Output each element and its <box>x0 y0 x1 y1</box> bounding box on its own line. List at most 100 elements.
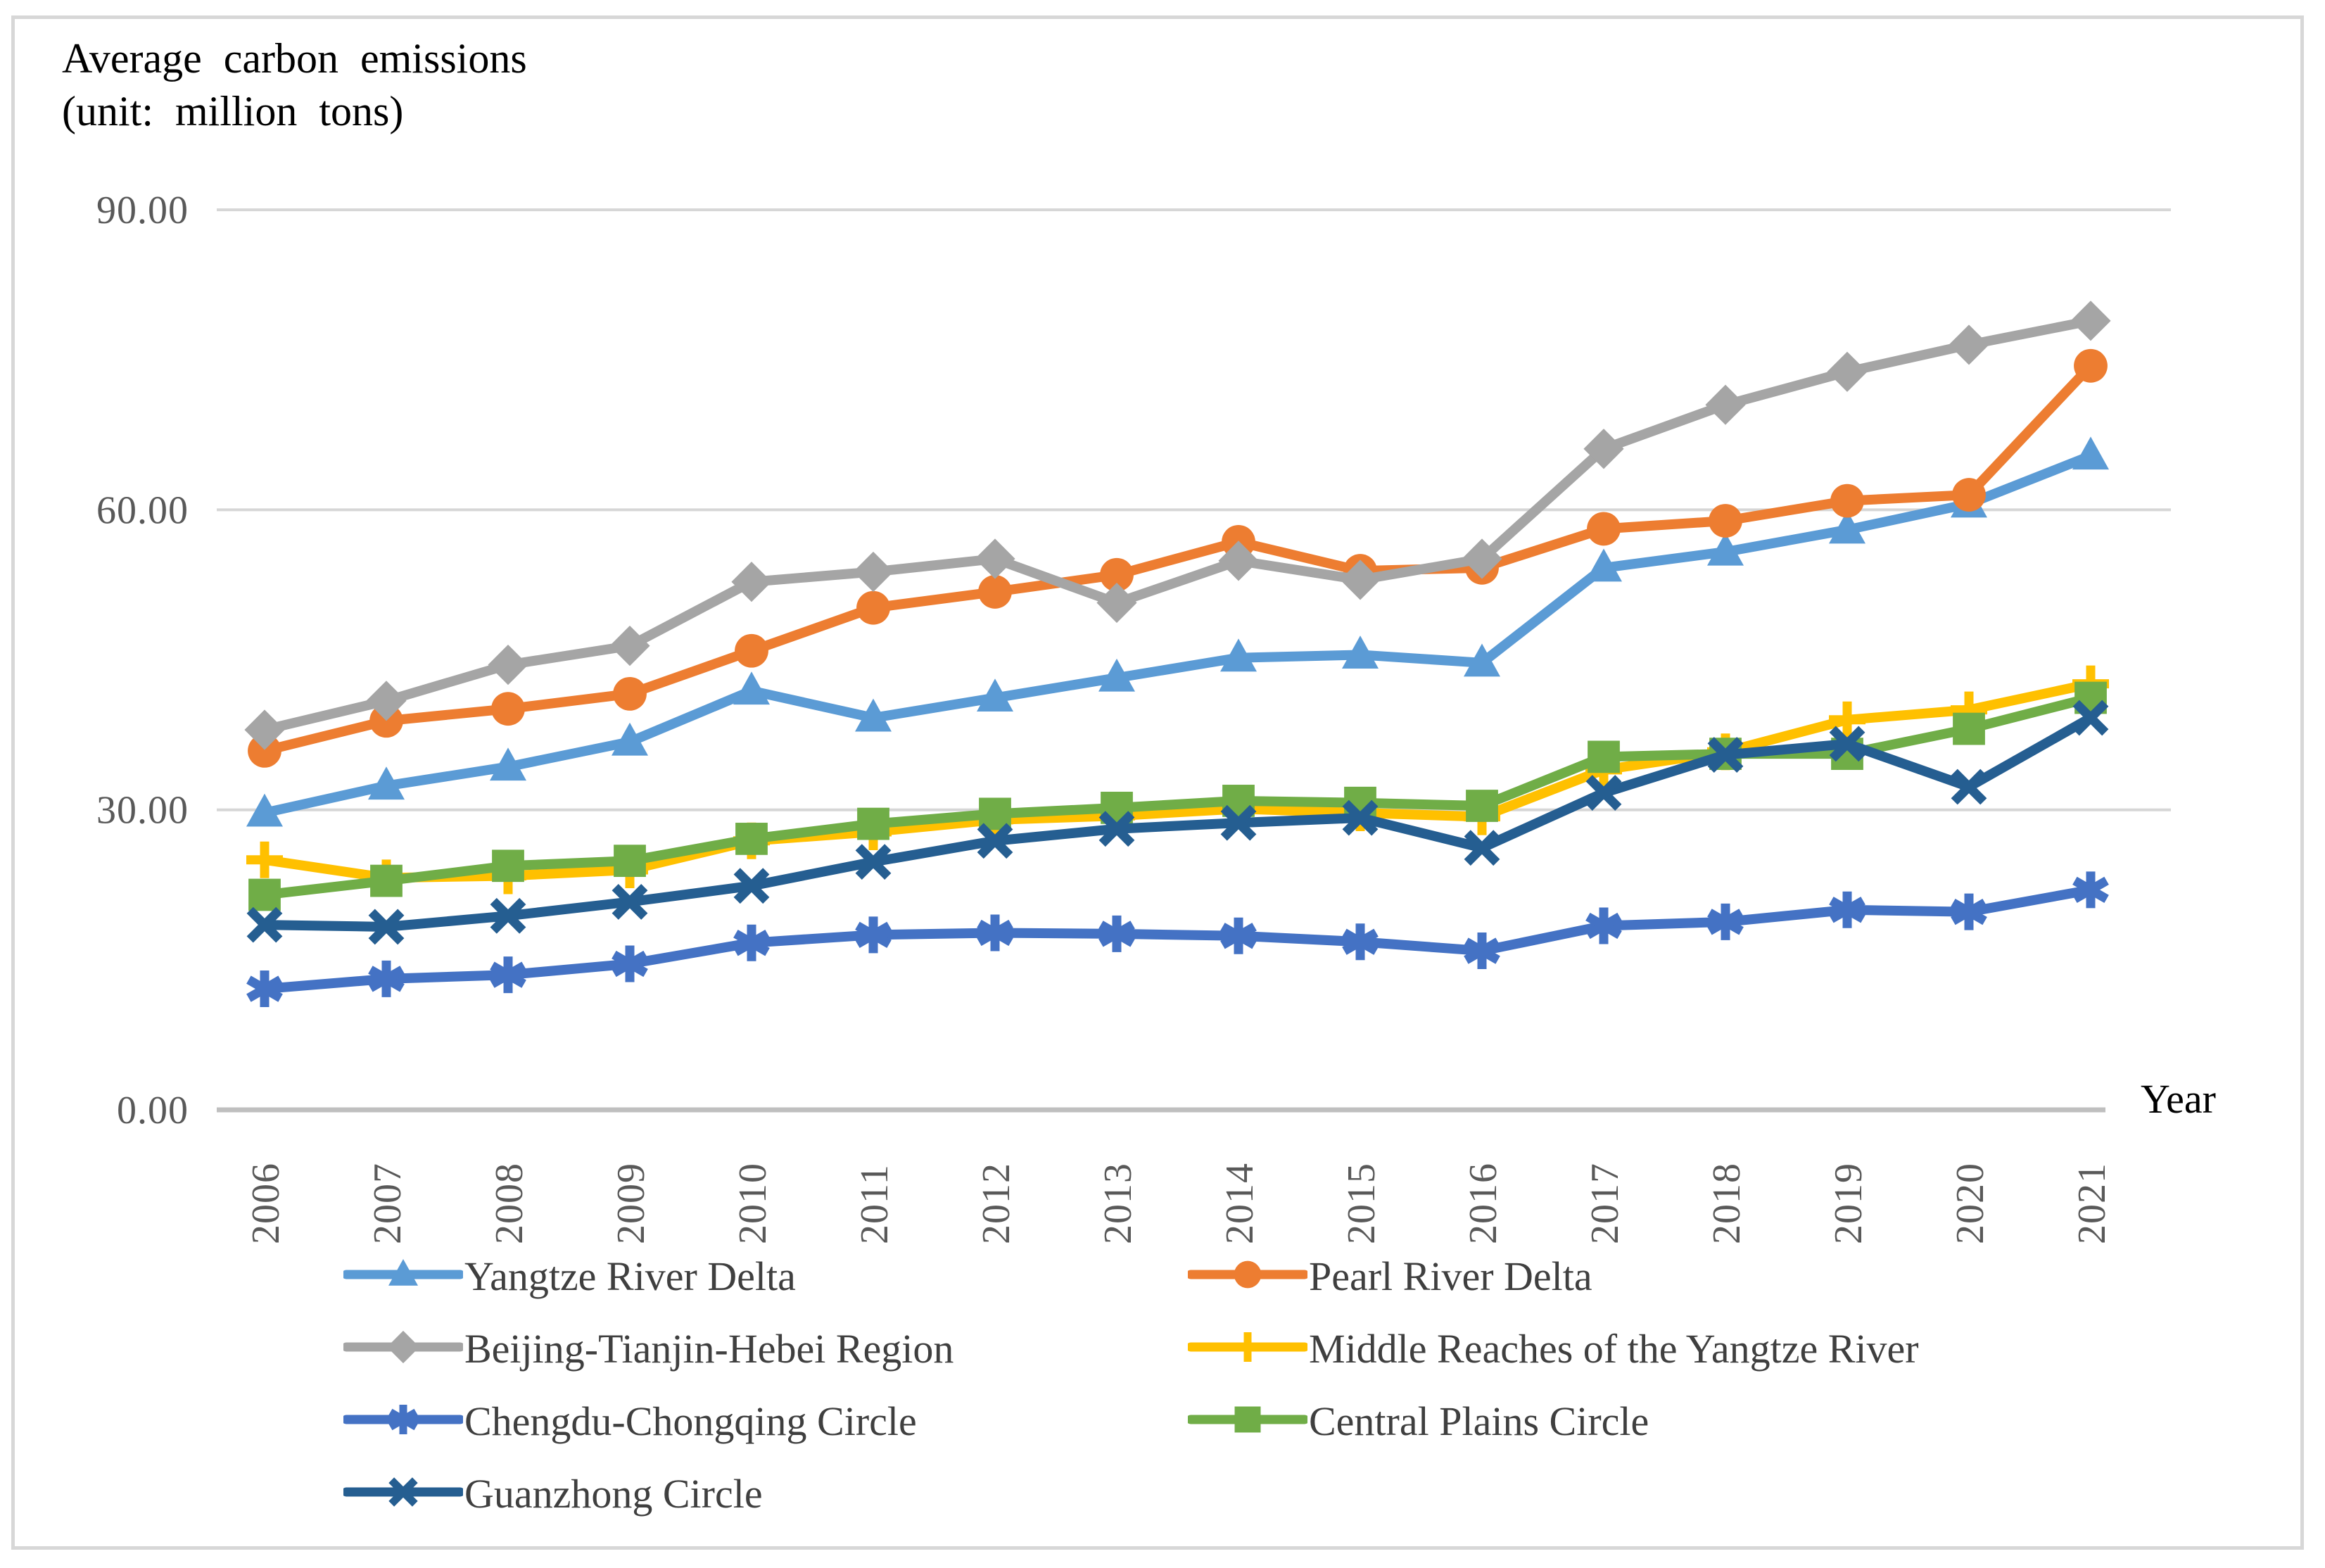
circle-marker-icon <box>1587 512 1621 546</box>
circle-marker-icon <box>613 676 647 711</box>
series-line-beijing-tianjin-hebei-region <box>260 315 2096 735</box>
legend-item-chengdu-chongqing: Chengdu-Chongqing Circle <box>341 1386 1188 1457</box>
legend-item-guanzhong: Guanzhong Circle <box>341 1458 1188 1529</box>
diamond-marker-icon <box>1949 324 1989 365</box>
asterisk-marker-icon <box>388 1405 419 1434</box>
asterisk-marker-icon <box>2072 871 2109 909</box>
diamond-marker-icon <box>1462 538 1502 579</box>
diamond-marker-icon <box>1827 351 1868 392</box>
x-marker-icon <box>1829 726 1865 762</box>
x-tick-label: 2010 <box>731 1163 775 1244</box>
x-marker-icon <box>612 884 648 920</box>
x-marker-icon <box>2072 700 2109 736</box>
x-tick-label: 2006 <box>244 1163 288 1244</box>
legend-label: Central Plains Circle <box>1309 1398 1649 1444</box>
asterisk-marker-icon <box>977 914 1013 951</box>
square-marker-icon <box>1588 740 1620 773</box>
diamond-marker-icon <box>975 538 1015 579</box>
plus-marker-icon <box>1829 701 1865 738</box>
x-marker-icon <box>368 909 405 945</box>
x-marker-icon <box>1220 804 1257 841</box>
square-marker-icon <box>735 823 768 855</box>
circle-marker-icon <box>2074 348 2108 383</box>
x-marker-icon <box>1464 830 1500 866</box>
series-line-middle-reaches-of-the-yangtze-river <box>260 678 2096 883</box>
legend-item-middle-reaches-yangtze: Middle Reaches of the Yangtze River <box>1186 1313 1919 1384</box>
asterisk-marker-icon <box>855 916 892 954</box>
x-tick-label: 2020 <box>1949 1163 1992 1244</box>
diamond-marker-icon <box>244 709 285 750</box>
circle-marker-icon <box>978 575 1012 609</box>
legend-plus-marker-icon <box>1186 1313 1310 1384</box>
x-tick-label: 2014 <box>1218 1163 1262 1244</box>
series-pearl-river-delta <box>248 348 2108 768</box>
legend-label: Guanzhong Circle <box>464 1471 763 1517</box>
diamond-marker-icon <box>853 551 894 593</box>
legend-label: Chengdu-Chongqing Circle <box>464 1398 917 1444</box>
x-marker-icon <box>1585 775 1622 811</box>
x-marker-icon <box>1707 737 1744 773</box>
x-tick-label: 2011 <box>853 1164 897 1244</box>
chart-title: Average carbon emissions (unit: million … <box>62 32 527 138</box>
y-tick-label: 60.00 <box>96 488 189 532</box>
legend-item-central-plains: Central Plains Circle <box>1186 1386 1919 1457</box>
diamond-marker-icon <box>1583 429 1624 469</box>
x-marker-icon <box>1951 769 1987 805</box>
triangle-marker-icon <box>977 678 1013 712</box>
square-marker-icon <box>1234 1406 1261 1433</box>
asterisk-marker-icon <box>1220 917 1257 954</box>
x-marker-icon <box>855 844 892 880</box>
square-marker-icon <box>248 878 281 911</box>
x-tick-label: 2009 <box>609 1163 653 1244</box>
circle-marker-icon <box>1234 1260 1262 1289</box>
circle-marker-icon <box>735 633 768 668</box>
series-guanzhong-circle <box>246 700 2109 945</box>
legend-label: Yangtze River Delta <box>464 1253 796 1299</box>
legend-swatch-central-plains-circle <box>1186 1406 1310 1433</box>
legend-square-marker-icon <box>1186 1386 1310 1457</box>
diamond-marker-icon <box>386 1330 420 1364</box>
x-tick-label: 2013 <box>1096 1163 1140 1244</box>
x-marker-icon <box>1098 811 1135 847</box>
x-marker-icon <box>1342 799 1379 836</box>
asterisk-marker-icon <box>1098 915 1135 952</box>
asterisk-marker-icon <box>246 970 283 1008</box>
square-marker-icon <box>857 807 889 840</box>
square-marker-icon <box>1466 790 1498 822</box>
legend-asterisk-marker-icon <box>341 1386 465 1457</box>
legend-circle-marker-icon <box>1186 1241 1310 1312</box>
diamond-marker-icon <box>1705 384 1746 425</box>
triangle-marker-icon <box>246 793 283 827</box>
triangle-marker-icon <box>855 698 892 732</box>
diamond-marker-icon <box>731 562 772 602</box>
series-beijing-tianjin-hebei-region <box>244 301 2111 750</box>
diamond-marker-icon <box>488 645 528 685</box>
circle-marker-icon <box>248 733 281 768</box>
triangle-marker-icon <box>1585 548 1622 582</box>
triangle-marker-icon <box>1098 658 1135 692</box>
x-tick-label: 2021 <box>2070 1163 2114 1244</box>
series-chengdu-chongqing-circle <box>246 871 2109 1008</box>
legend-swatch-guanzhong-circle <box>341 1477 465 1507</box>
legend-diamond-marker-icon <box>341 1313 465 1384</box>
circle-marker-icon <box>491 692 525 726</box>
x-tick-label: 2008 <box>488 1163 531 1244</box>
y-tick-label: 0.00 <box>117 1089 189 1132</box>
legend-swatch-middle-reaches-of-the-yangtze-river <box>1186 1332 1310 1362</box>
asterisk-marker-icon <box>1464 932 1500 970</box>
diamond-marker-icon <box>1218 540 1259 581</box>
legend-item-beijing-tianjin-hebei: Beijing-Tianjin-Hebei Region <box>341 1313 1188 1384</box>
asterisk-marker-icon <box>733 924 770 961</box>
y-tick-label: 30.00 <box>96 789 189 833</box>
y-tick-label: 90.00 <box>96 189 189 232</box>
triangle-marker-icon <box>490 747 526 781</box>
asterisk-marker-icon <box>1829 891 1865 928</box>
asterisk-marker-icon <box>490 956 526 994</box>
triangle-marker-icon <box>1829 510 1865 544</box>
x-marker-icon <box>490 897 526 934</box>
legend-swatch-beijing-tianjin-hebei-region <box>341 1330 465 1364</box>
triangle-marker-icon <box>1464 643 1500 677</box>
series-line-chengdu-chongqing-circle <box>260 885 2096 994</box>
circle-marker-icon <box>1952 478 1986 512</box>
